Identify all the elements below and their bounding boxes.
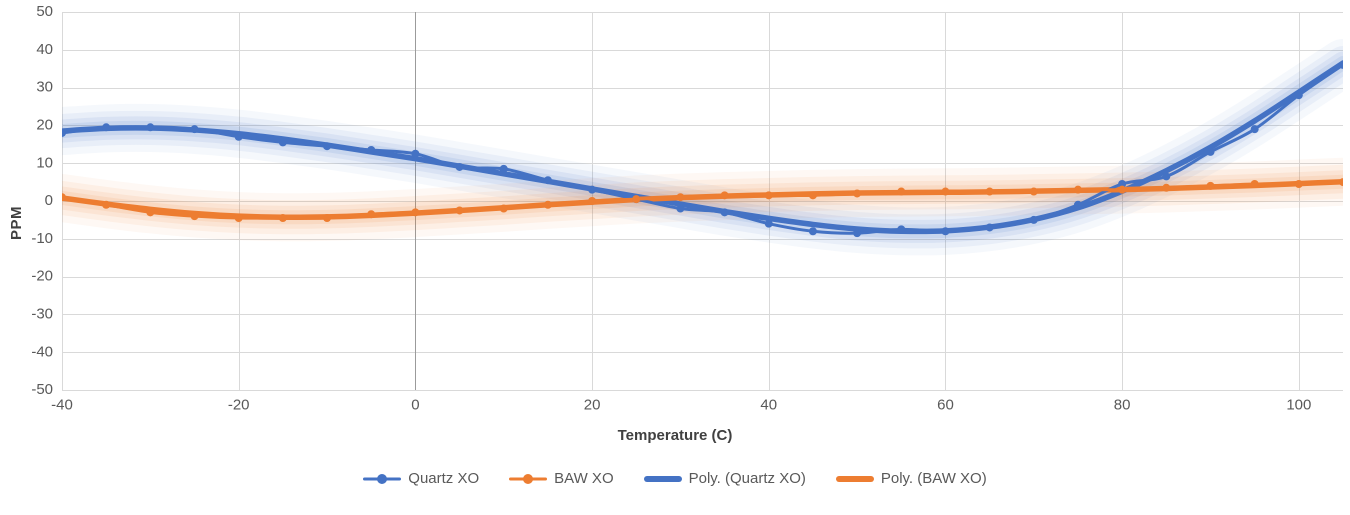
- y-axis-title: PPM: [8, 205, 25, 240]
- legend-item-baw-xo[interactable]: BAW XO: [509, 470, 614, 487]
- legend-item-quartz-xo[interactable]: Quartz XO: [363, 470, 479, 487]
- line-with-marker-icon: [363, 473, 402, 484]
- legend-label: Poly. (Quartz XO): [688, 470, 806, 487]
- legend-item-poly-baw-xo[interactable]: Poly. (BAW XO): [835, 470, 987, 487]
- line-with-marker-icon: [509, 473, 548, 484]
- chart-plot-canvas: [0, 0, 1350, 418]
- chart-legend: Quartz XO BAW XO Poly. (Quartz XO) Poly.…: [0, 470, 1350, 487]
- x-axis-title: Temperature (C): [617, 427, 733, 444]
- thick-line-icon: [643, 473, 682, 484]
- legend-item-poly-quartz-xo[interactable]: Poly. (Quartz XO): [643, 470, 806, 487]
- thick-line-icon: [835, 473, 874, 484]
- legend-label: Quartz XO: [408, 470, 480, 487]
- legend-label: Poly. (BAW XO): [880, 470, 987, 487]
- legend-label: BAW XO: [554, 470, 614, 487]
